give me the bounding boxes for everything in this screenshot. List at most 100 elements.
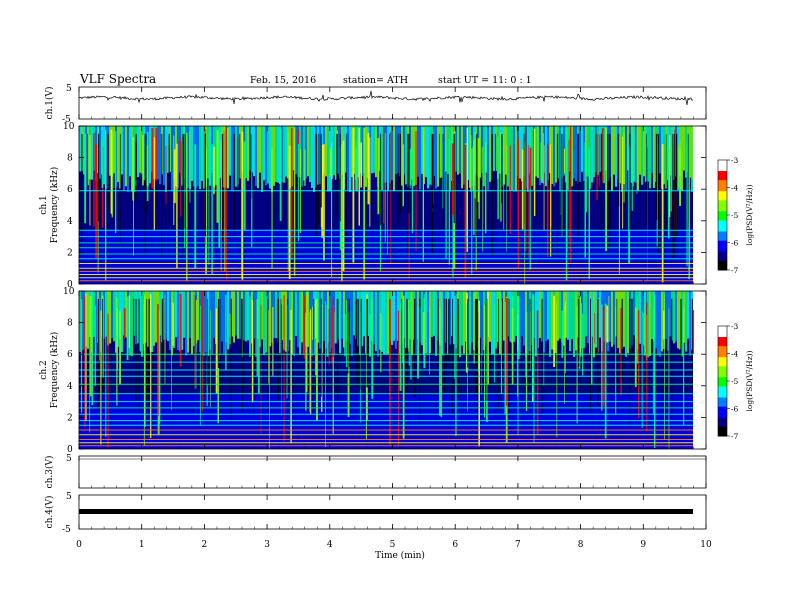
spec-cell [131, 126, 133, 192]
spec-gap [138, 298, 140, 411]
colorbar-cell [718, 333, 727, 336]
spec-sferic [229, 313, 232, 345]
spec-cell [99, 291, 101, 352]
spec-sferic [279, 128, 282, 221]
spec-sferic [119, 311, 121, 385]
ch1-ylabel: ch.1(V) [44, 87, 55, 120]
spec-cell [683, 126, 685, 171]
spec-cell [677, 126, 679, 190]
spec-cell [225, 126, 227, 188]
x-axis-label: Time (min) [375, 550, 425, 561]
spec-sferic [225, 294, 227, 370]
colorbar-cell [718, 180, 727, 183]
spec-sferic [100, 310, 102, 445]
spec-cell [353, 291, 355, 336]
spec-gap [501, 133, 503, 204]
spec-gap [674, 133, 675, 258]
spec-cell [625, 126, 627, 191]
spec-cell [249, 126, 251, 171]
spec-cell [489, 126, 491, 182]
spec-cell [507, 291, 509, 337]
figure-title: VLF Spectra [79, 72, 156, 86]
spec-cell [257, 126, 259, 189]
spec-sferic [691, 126, 693, 179]
colorbar-cell [718, 260, 727, 264]
ytick-label: 0 [67, 280, 73, 290]
ch1-spec-yticks: 0 2 4 6 8 10 [63, 122, 706, 290]
spec-cell [391, 126, 393, 181]
spec-sferic [227, 127, 229, 188]
spec-sferic [241, 142, 242, 278]
colorbar-cell [718, 202, 727, 205]
spec-cell [587, 291, 589, 344]
spec-sferic [565, 128, 568, 281]
colorbar-cell [718, 185, 727, 188]
spec-cell [205, 291, 207, 353]
ch1-colorbar: -3 -4 -5 -6 -7 log(PSD(V²/Hz)) [717, 156, 754, 275]
colorbar-cell [718, 176, 727, 179]
spec-sferic [323, 144, 325, 261]
colorbar-cell [718, 226, 727, 229]
spec-sferic [529, 128, 531, 270]
spec-sferic [363, 127, 366, 280]
spec-gap [491, 133, 493, 256]
colorbar-cell [718, 183, 727, 187]
colorbar-cell [718, 200, 727, 203]
spec-sferic [286, 304, 288, 399]
spec-cell [167, 126, 169, 173]
spec-cell [187, 291, 189, 353]
colorbar-cell [718, 348, 727, 351]
spec-sferic [553, 295, 555, 367]
spec-cell [441, 126, 443, 178]
spec-cell [197, 291, 199, 341]
spec-sferic [500, 300, 503, 394]
spec-cell [245, 126, 247, 179]
spec-cell [343, 291, 345, 348]
spec-sferic [315, 299, 317, 376]
spec-cell [293, 291, 295, 357]
spec-cell [109, 126, 111, 176]
spec-cell [505, 126, 507, 175]
spec-gap [397, 133, 399, 226]
spec-cell [375, 291, 377, 352]
spec-gap [357, 298, 359, 385]
spec-sferic [355, 147, 358, 191]
colorbar-cell [718, 404, 727, 408]
spec-sferic [304, 295, 305, 359]
colorbar-cell [718, 337, 727, 340]
spec-cell [289, 291, 291, 341]
spec-gap [655, 133, 658, 221]
spec-gap [486, 298, 488, 401]
spec-sferic [159, 295, 161, 424]
spec-sferic [172, 302, 174, 346]
spec-sferic [470, 135, 472, 192]
colorbar-cell [718, 390, 727, 393]
spec-gap [657, 133, 659, 252]
spec-sferic [503, 134, 505, 230]
spec-cell [131, 291, 133, 357]
spec-cell [549, 291, 551, 357]
spec-cell [371, 126, 373, 174]
spec-sferic [401, 300, 403, 363]
spec-cell [279, 291, 281, 354]
spec-gap [443, 298, 445, 393]
spec-cell [409, 291, 411, 340]
spec-gap [119, 133, 121, 244]
spec-sferic [663, 310, 665, 340]
spec-cell [191, 291, 193, 355]
ch1-waveform-trace [79, 90, 694, 106]
spec-gap [691, 298, 693, 388]
spec-cell [215, 126, 217, 186]
spec-gap [629, 298, 631, 424]
colorbar-cell [718, 191, 727, 194]
spec-sferic [256, 299, 258, 377]
colorbar-cell [718, 229, 727, 232]
spec-cell [245, 291, 247, 342]
spec-cell [351, 291, 353, 356]
spec-cell [421, 126, 423, 174]
colorbar-label: log(PSD(V²/Hz)) [745, 184, 754, 245]
spec-sferic [632, 130, 634, 186]
spec-cell [555, 126, 557, 183]
spec-sferic [601, 304, 603, 411]
spec-cell [635, 126, 637, 183]
